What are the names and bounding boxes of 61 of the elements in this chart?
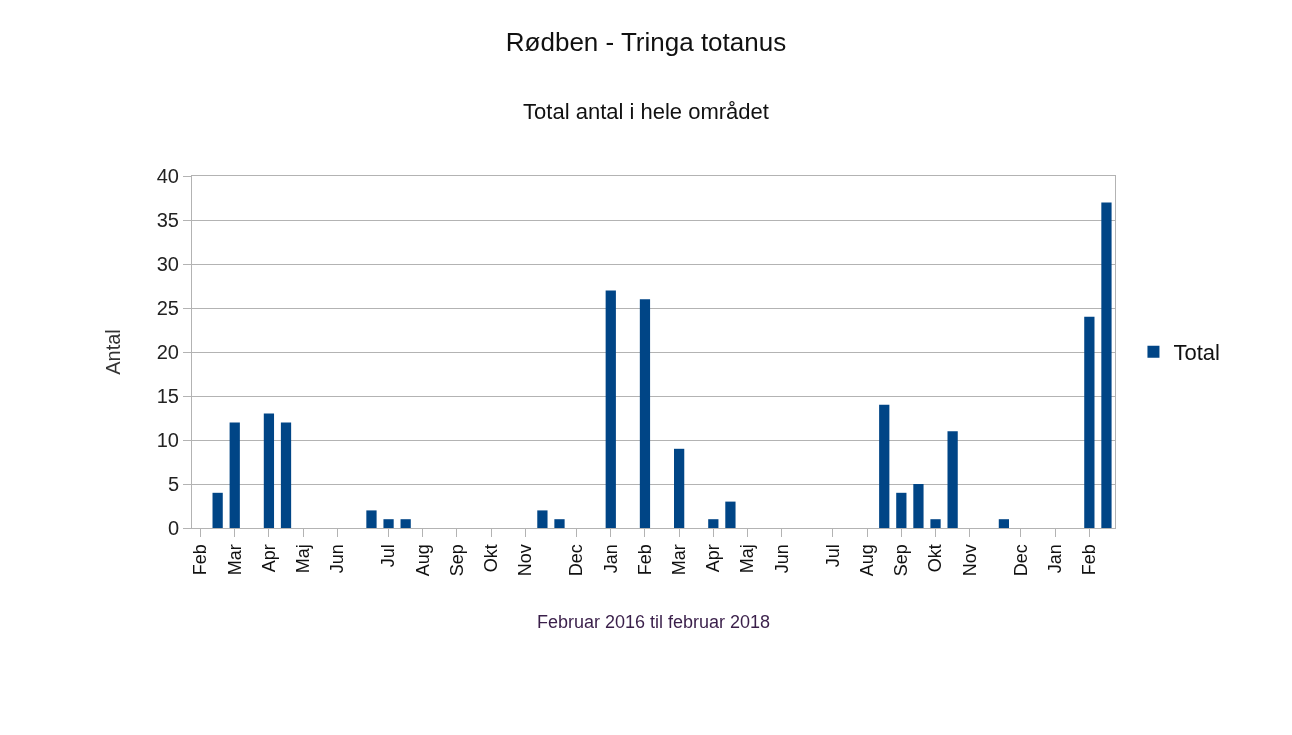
x-tick-label: Dec [1010,544,1031,577]
x-tick-label: Maj [292,544,313,574]
legend-label: Total [1173,340,1220,366]
bar [383,519,394,528]
x-tick-label: Jul [822,544,843,568]
x-tick-label: Nov [515,544,536,577]
bar [725,501,736,528]
x-tick-label: Okt [925,544,946,573]
bar [1101,202,1112,528]
y-tick-label: 40 [156,165,179,187]
chart-title: Rødben - Tringa totanus [505,27,787,58]
bar [639,299,651,528]
x-tick-label: Sep [446,544,467,577]
x-tick-label: Jun [327,544,348,574]
bar [554,519,565,528]
x-tick-label: Dec [566,544,587,577]
y-tick-label: 25 [156,297,179,319]
x-axis-title: Februar 2016 til februar 2018 [536,612,771,633]
x-tick-label: Jul [378,544,399,568]
x-tick-label: Jan [600,544,621,574]
bar [1084,316,1095,528]
x-tick-label: Sep [891,544,912,577]
bar [998,519,1010,528]
y-tick-label: 30 [156,253,179,275]
bar [913,484,924,528]
x-tick-label: Nov [959,544,980,577]
x-tick-label: Apr [703,544,724,573]
bar [366,510,377,528]
y-tick-label: 15 [156,385,179,407]
x-tick-label: Mar [668,544,689,576]
y-tick-label: 0 [167,517,179,539]
bar [896,492,907,528]
x-tick-label: Mar [224,544,245,576]
x-tick-label: Jun [771,544,792,574]
bar [708,519,719,528]
bar [400,519,411,528]
chart-subtitle: Total antal i hele området [523,99,769,125]
y-tick-label: 35 [156,209,179,231]
x-tick-label: Okt [480,544,501,573]
y-tick-label: 10 [156,429,179,451]
bar [930,519,941,528]
bar [263,413,275,528]
bar [605,290,616,528]
bar [947,431,958,528]
bar [537,510,548,528]
x-tick-label: Jan [1045,544,1066,574]
bar [229,422,240,528]
x-tick-label: Feb [190,544,211,576]
y-tick-label: 20 [156,341,179,363]
x-tick-label: Aug [412,544,433,577]
x-tick-label: Feb [1079,544,1100,576]
x-tick-label: Maj [737,544,758,574]
y-tick-label: 5 [167,473,179,495]
bar [280,422,292,528]
bar [212,492,223,528]
x-tick-label: Feb [634,544,655,576]
y-axis-title: Antal [102,329,125,375]
bar [879,404,890,528]
x-tick-label: Aug [857,544,878,577]
x-tick-label: Apr [258,544,279,573]
bar [674,448,685,528]
